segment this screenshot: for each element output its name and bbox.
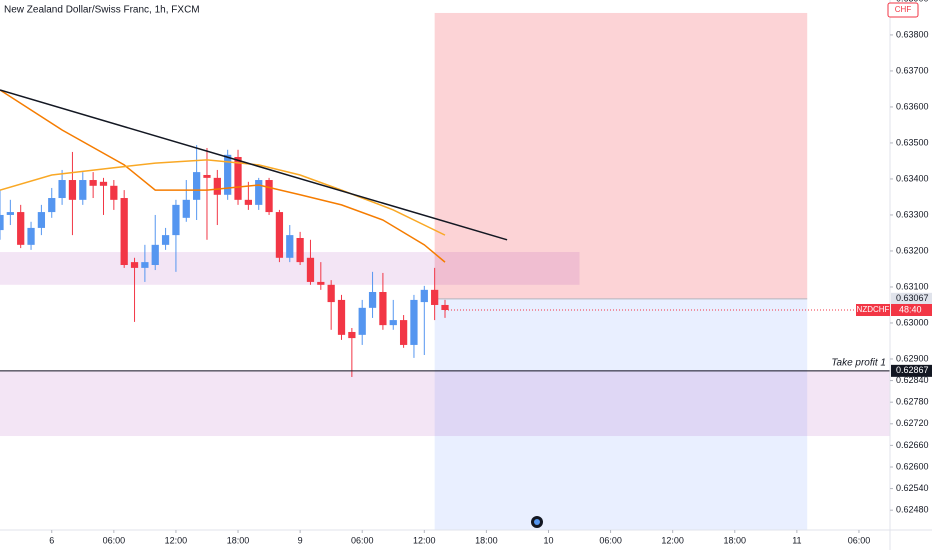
candle-body: [410, 299, 418, 345]
stop-zone: [434, 12, 808, 299]
y-tick-label: 0.62540: [896, 483, 929, 493]
candle-body: [141, 262, 149, 268]
y-tick-label: 0.62660: [896, 440, 929, 450]
candle-body: [27, 227, 35, 245]
y-tick-label: 0.62480: [896, 505, 929, 515]
y-tick-label: 0.63300: [896, 209, 929, 219]
candle-body: [337, 299, 346, 335]
x-tick-label: 18:00: [227, 535, 250, 545]
y-tick-label: 0.62840: [896, 375, 929, 385]
candle-body: [389, 320, 397, 326]
candle-body: [6, 212, 14, 215]
cursor-icon-center: [534, 519, 540, 525]
y-tick-label: 0.63800: [896, 29, 929, 39]
x-tick-label: 18:00: [724, 535, 747, 545]
candle-body: [58, 180, 66, 199]
y-tick-label: 0.62780: [896, 397, 929, 407]
candle-body: [193, 172, 201, 200]
candle-body: [79, 180, 87, 200]
y-tick-label: 0.62900: [896, 353, 929, 363]
candle-body: [441, 304, 449, 311]
candle-body: [296, 237, 304, 263]
candle-body: [151, 244, 159, 265]
candle-body: [348, 331, 356, 339]
take-profit-tag-label: 0.62867: [896, 365, 929, 375]
moving-average: [0, 89, 446, 263]
y-tick-label: 0.63900: [896, 0, 929, 3]
y-tick-label: 0.63700: [896, 65, 929, 75]
candle-body: [306, 257, 315, 282]
x-tick-label: 12:00: [165, 535, 188, 545]
candle-body: [317, 281, 325, 285]
candle-body: [99, 181, 108, 186]
candle-body: [48, 198, 56, 213]
x-tick-label: 9: [298, 535, 303, 545]
candle-body: [420, 289, 428, 303]
candle-body: [224, 154, 232, 195]
symbol-tag: [856, 304, 890, 317]
chart-title: New Zealand Dollar/Swiss Franc, 1h, FXCM: [4, 5, 200, 16]
candle-body: [431, 289, 439, 305]
candle-body: [130, 262, 139, 268]
candle-body: [399, 320, 408, 345]
candle-body: [89, 180, 97, 186]
x-tick-label: 06:00: [103, 535, 126, 545]
candle-body: [203, 174, 211, 178]
countdown-tag: [891, 304, 932, 317]
y-tick-label: 0.63100: [896, 281, 929, 291]
x-tick-label: 06:00: [848, 535, 871, 545]
candle-body: [358, 307, 366, 335]
x-tick-label: 6: [49, 535, 54, 545]
symbol-tag-label: NZDCHF: [857, 305, 890, 314]
candle-body: [265, 180, 273, 213]
candle-body: [120, 198, 128, 265]
candle-body: [244, 199, 252, 205]
y-tick-label: 0.62600: [896, 461, 929, 471]
y-tick-label: 0.63600: [896, 101, 929, 111]
x-tick-label: 06:00: [351, 535, 374, 545]
y-tick-label: 0.63200: [896, 245, 929, 255]
candle-body: [327, 284, 335, 303]
candle-body: [110, 185, 118, 200]
candle-body: [379, 292, 387, 326]
countdown-tag-label: 48:40: [899, 304, 922, 314]
candle-body: [255, 180, 263, 205]
currency-badge-label: CHF: [895, 5, 912, 14]
candle-body: [68, 180, 77, 200]
moving-average: [0, 159, 446, 236]
trend-line: [0, 89, 508, 241]
y-tick-label: 0.63000: [896, 317, 929, 327]
candle-body: [17, 212, 25, 245]
candle-body: [275, 212, 284, 258]
entry-tag: [891, 292, 932, 305]
x-tick-label: 12:00: [413, 535, 436, 545]
plot-area: [0, 12, 890, 530]
candle-body: [286, 235, 294, 258]
candle-body: [37, 212, 46, 228]
currency-badge: [887, 2, 919, 18]
candle-body: [368, 292, 377, 308]
x-tick-label: 10: [543, 535, 553, 545]
candle-body: [213, 177, 221, 195]
target-zone: [434, 298, 808, 530]
y-tick-label: 0.63500: [896, 137, 929, 147]
x-tick-label: 11: [792, 535, 801, 545]
candle-body: [172, 204, 180, 236]
zone: [0, 370, 890, 437]
x-tick-label: 12:00: [661, 535, 684, 545]
y-tick-label: 0.62720: [896, 418, 929, 428]
entry-tag-label: 0.63067: [896, 293, 929, 303]
take-profit-tag: [891, 364, 932, 377]
y-tick-label: 0.63400: [896, 173, 929, 183]
candle-body: [161, 235, 170, 245]
candle-body: [234, 156, 242, 200]
x-tick-label: 18:00: [475, 535, 498, 545]
take-profit-label: Take profit 1: [831, 357, 886, 368]
x-tick-label: 06:00: [599, 535, 622, 545]
candle-body: [182, 199, 190, 218]
candle-body: [0, 214, 4, 231]
